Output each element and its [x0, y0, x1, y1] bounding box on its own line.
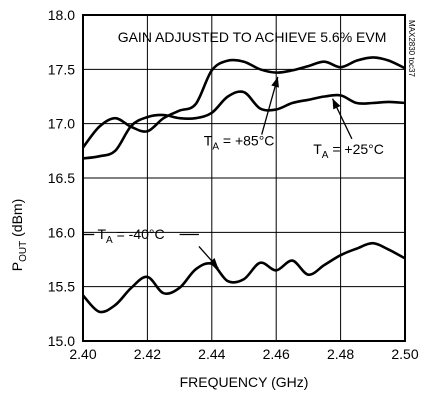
series-label-25c-value: = +25°C	[328, 141, 383, 157]
series-label-minus40c: TA = -40°C	[97, 226, 164, 246]
annotation-arrows	[83, 76, 353, 269]
series-label-85c-main: T	[204, 132, 213, 148]
y-axis-label-main: P	[9, 262, 25, 271]
series-label-minus40c-sub: A	[106, 235, 113, 246]
series-label-25c: TA = +25°C	[313, 141, 384, 161]
y-tick-label: 16.5	[48, 170, 75, 186]
x-tick-label: 2.46	[263, 346, 290, 362]
figure-id: MAX2830 toc37	[407, 20, 416, 77]
series-label-25c-main: T	[313, 141, 322, 157]
y-tick-label: 16.0	[48, 224, 75, 240]
arrow-25c	[331, 98, 353, 140]
chart-note: GAIN ADJUSTED TO ACHIEVE 5.6% EVM	[118, 29, 387, 45]
y-tick-label: 15.0	[48, 333, 75, 349]
series-label-25c-sub: A	[322, 150, 329, 161]
y-tick-label: 17.0	[48, 116, 75, 132]
plot-frame	[82, 14, 406, 342]
x-axis-label: FREQUENCY (GHz)	[180, 374, 309, 390]
series-label-85c-text: TA = +85°C	[204, 132, 275, 152]
y-axis-label: POUT (dBm)	[9, 199, 29, 271]
series-line-25c	[82, 90, 406, 160]
arrow-85c	[261, 76, 279, 135]
tick-labels: 2.40 2.42 2.44 2.46 2.48 2.50 15.0 15.5 16.0 16.5…	[48, 7, 419, 362]
y-tick-label: 18.0	[48, 7, 75, 23]
x-tick-label: 2.50	[391, 346, 418, 362]
y-tick-label: 15.5	[48, 279, 75, 295]
series-label-25c-text: TA = +25°C	[313, 141, 384, 161]
x-tick-label: 2.48	[327, 346, 354, 362]
series-group	[81, 56, 406, 314]
x-tick-label: 2.40	[69, 346, 96, 362]
series-line-85c	[81, 56, 406, 149]
grid	[83, 15, 405, 341]
series-label-85c: TA = +85°C	[204, 132, 275, 152]
y-axis-label-unit: (dBm)	[9, 199, 25, 241]
series-label-minus40c-value: = -40°C	[113, 226, 165, 242]
series-label-minus40c-text: TA = -40°C	[97, 226, 164, 246]
y-axis-label-sub: OUT	[18, 241, 29, 262]
x-tick-label: 2.42	[134, 346, 161, 362]
series-label-85c-value: = +85°C	[219, 132, 274, 148]
x-tick-label: 2.44	[198, 346, 225, 362]
y-tick-label: 17.5	[48, 61, 75, 77]
series-label-85c-sub: A	[212, 141, 219, 152]
series-label-minus40c-main: T	[97, 226, 106, 242]
arrow-minus40c	[198, 246, 219, 269]
series-line-minus40c	[82, 241, 406, 314]
